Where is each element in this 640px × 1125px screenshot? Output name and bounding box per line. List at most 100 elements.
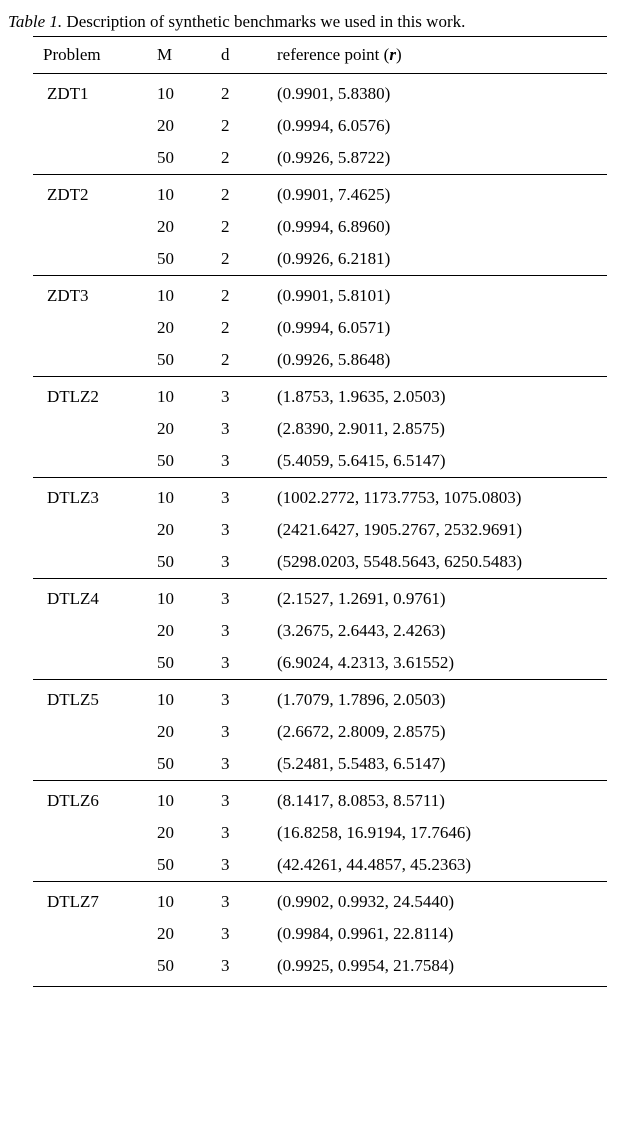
table-row: 203(2.6672, 2.8009, 2.8575)	[33, 716, 607, 748]
cell-d: 3	[211, 478, 267, 515]
cell-M: 20	[147, 211, 211, 243]
table-row: ZDT3102(0.9901, 5.8101)	[33, 276, 607, 313]
cell-problem: DTLZ3	[33, 478, 147, 515]
cell-reference-point: (0.9901, 5.8101)	[267, 276, 607, 313]
cell-d: 3	[211, 377, 267, 414]
cell-reference-point: (5.2481, 5.5483, 6.5147)	[267, 748, 607, 781]
table-row: 503(5.2481, 5.5483, 6.5147)	[33, 748, 607, 781]
cell-problem	[33, 413, 147, 445]
cell-d: 3	[211, 514, 267, 546]
cell-problem	[33, 445, 147, 478]
cell-M: 20	[147, 716, 211, 748]
cell-reference-point: (8.1417, 8.0853, 8.5711)	[267, 781, 607, 818]
col-header-M: M	[147, 37, 211, 74]
cell-problem: DTLZ4	[33, 579, 147, 616]
cell-M: 10	[147, 882, 211, 919]
ref-prefix: reference point (	[277, 45, 389, 64]
cell-problem	[33, 918, 147, 950]
cell-M: 10	[147, 377, 211, 414]
cell-reference-point: (42.4261, 44.4857, 45.2363)	[267, 849, 607, 882]
table-row: 502(0.9926, 5.8722)	[33, 142, 607, 175]
cell-problem: DTLZ5	[33, 680, 147, 717]
table-row: DTLZ3103(1002.2772, 1173.7753, 1075.0803…	[33, 478, 607, 515]
cell-M: 10	[147, 74, 211, 111]
cell-d: 2	[211, 276, 267, 313]
table-row: DTLZ7103(0.9902, 0.9932, 24.5440)	[33, 882, 607, 919]
cell-reference-point: (6.9024, 4.2313, 3.61552)	[267, 647, 607, 680]
cell-problem	[33, 647, 147, 680]
cell-reference-point: (0.9926, 5.8722)	[267, 142, 607, 175]
cell-M: 50	[147, 243, 211, 276]
cell-d: 2	[211, 142, 267, 175]
cell-d: 3	[211, 546, 267, 579]
cell-reference-point: (5298.0203, 5548.5643, 6250.5483)	[267, 546, 607, 579]
table-row: DTLZ4103(2.1527, 1.2691, 0.9761)	[33, 579, 607, 616]
cell-reference-point: (0.9901, 5.8380)	[267, 74, 607, 111]
cell-M: 10	[147, 276, 211, 313]
cell-M: 50	[147, 142, 211, 175]
cell-M: 20	[147, 514, 211, 546]
table-row: 503(5.4059, 5.6415, 6.5147)	[33, 445, 607, 478]
cell-reference-point: (3.2675, 2.6443, 2.4263)	[267, 615, 607, 647]
cell-M: 50	[147, 546, 211, 579]
cell-reference-point: (5.4059, 5.6415, 6.5147)	[267, 445, 607, 478]
cell-reference-point: (2.8390, 2.9011, 2.8575)	[267, 413, 607, 445]
table-caption: Table 1. Description of synthetic benchm…	[6, 12, 634, 32]
cell-problem: DTLZ6	[33, 781, 147, 818]
cell-problem: ZDT3	[33, 276, 147, 313]
cell-problem	[33, 615, 147, 647]
table-row: 203(16.8258, 16.9194, 17.7646)	[33, 817, 607, 849]
table-row: ZDT1102(0.9901, 5.8380)	[33, 74, 607, 111]
cell-problem	[33, 211, 147, 243]
cell-problem	[33, 716, 147, 748]
cell-reference-point: (0.9902, 0.9932, 24.5440)	[267, 882, 607, 919]
cell-reference-point: (16.8258, 16.9194, 17.7646)	[267, 817, 607, 849]
cell-reference-point: (0.9994, 6.8960)	[267, 211, 607, 243]
table-row: 203(2421.6427, 1905.2767, 2532.9691)	[33, 514, 607, 546]
table-row: DTLZ6103(8.1417, 8.0853, 8.5711)	[33, 781, 607, 818]
cell-d: 2	[211, 344, 267, 377]
cell-problem	[33, 312, 147, 344]
cell-reference-point: (0.9926, 5.8648)	[267, 344, 607, 377]
cell-d: 2	[211, 175, 267, 212]
cell-problem	[33, 546, 147, 579]
cell-d: 3	[211, 849, 267, 882]
cell-M: 20	[147, 110, 211, 142]
table-number: Table 1.	[8, 12, 62, 31]
cell-d: 3	[211, 680, 267, 717]
cell-d: 3	[211, 413, 267, 445]
table-row: 203(0.9984, 0.9961, 22.8114)	[33, 918, 607, 950]
cell-reference-point: (2.6672, 2.8009, 2.8575)	[267, 716, 607, 748]
table-row: 503(5298.0203, 5548.5643, 6250.5483)	[33, 546, 607, 579]
col-header-problem: Problem	[33, 37, 147, 74]
table-row: DTLZ5103(1.7079, 1.7896, 2.0503)	[33, 680, 607, 717]
table-row: 503(6.9024, 4.2313, 3.61552)	[33, 647, 607, 680]
cell-reference-point: (1.8753, 1.9635, 2.0503)	[267, 377, 607, 414]
cell-M: 50	[147, 344, 211, 377]
cell-d: 3	[211, 950, 267, 987]
cell-problem: DTLZ2	[33, 377, 147, 414]
cell-M: 20	[147, 918, 211, 950]
cell-M: 50	[147, 647, 211, 680]
cell-problem	[33, 748, 147, 781]
cell-problem	[33, 344, 147, 377]
cell-reference-point: (0.9994, 6.0571)	[267, 312, 607, 344]
table-row: 203(2.8390, 2.9011, 2.8575)	[33, 413, 607, 445]
table-row: 202(0.9994, 6.0571)	[33, 312, 607, 344]
cell-M: 10	[147, 680, 211, 717]
cell-d: 2	[211, 312, 267, 344]
benchmarks-table: Problem M d reference point (r) ZDT1102(…	[33, 36, 607, 987]
table-row: 202(0.9994, 6.0576)	[33, 110, 607, 142]
cell-M: 50	[147, 950, 211, 987]
cell-problem: ZDT1	[33, 74, 147, 111]
header-row: Problem M d reference point (r)	[33, 37, 607, 74]
table-caption-text: Description of synthetic benchmarks we u…	[66, 12, 465, 31]
cell-d: 2	[211, 74, 267, 111]
cell-d: 3	[211, 716, 267, 748]
cell-d: 3	[211, 882, 267, 919]
cell-reference-point: (0.9926, 6.2181)	[267, 243, 607, 276]
cell-d: 3	[211, 445, 267, 478]
table-row: 203(3.2675, 2.6443, 2.4263)	[33, 615, 607, 647]
cell-d: 3	[211, 748, 267, 781]
ref-suffix: )	[396, 45, 402, 64]
